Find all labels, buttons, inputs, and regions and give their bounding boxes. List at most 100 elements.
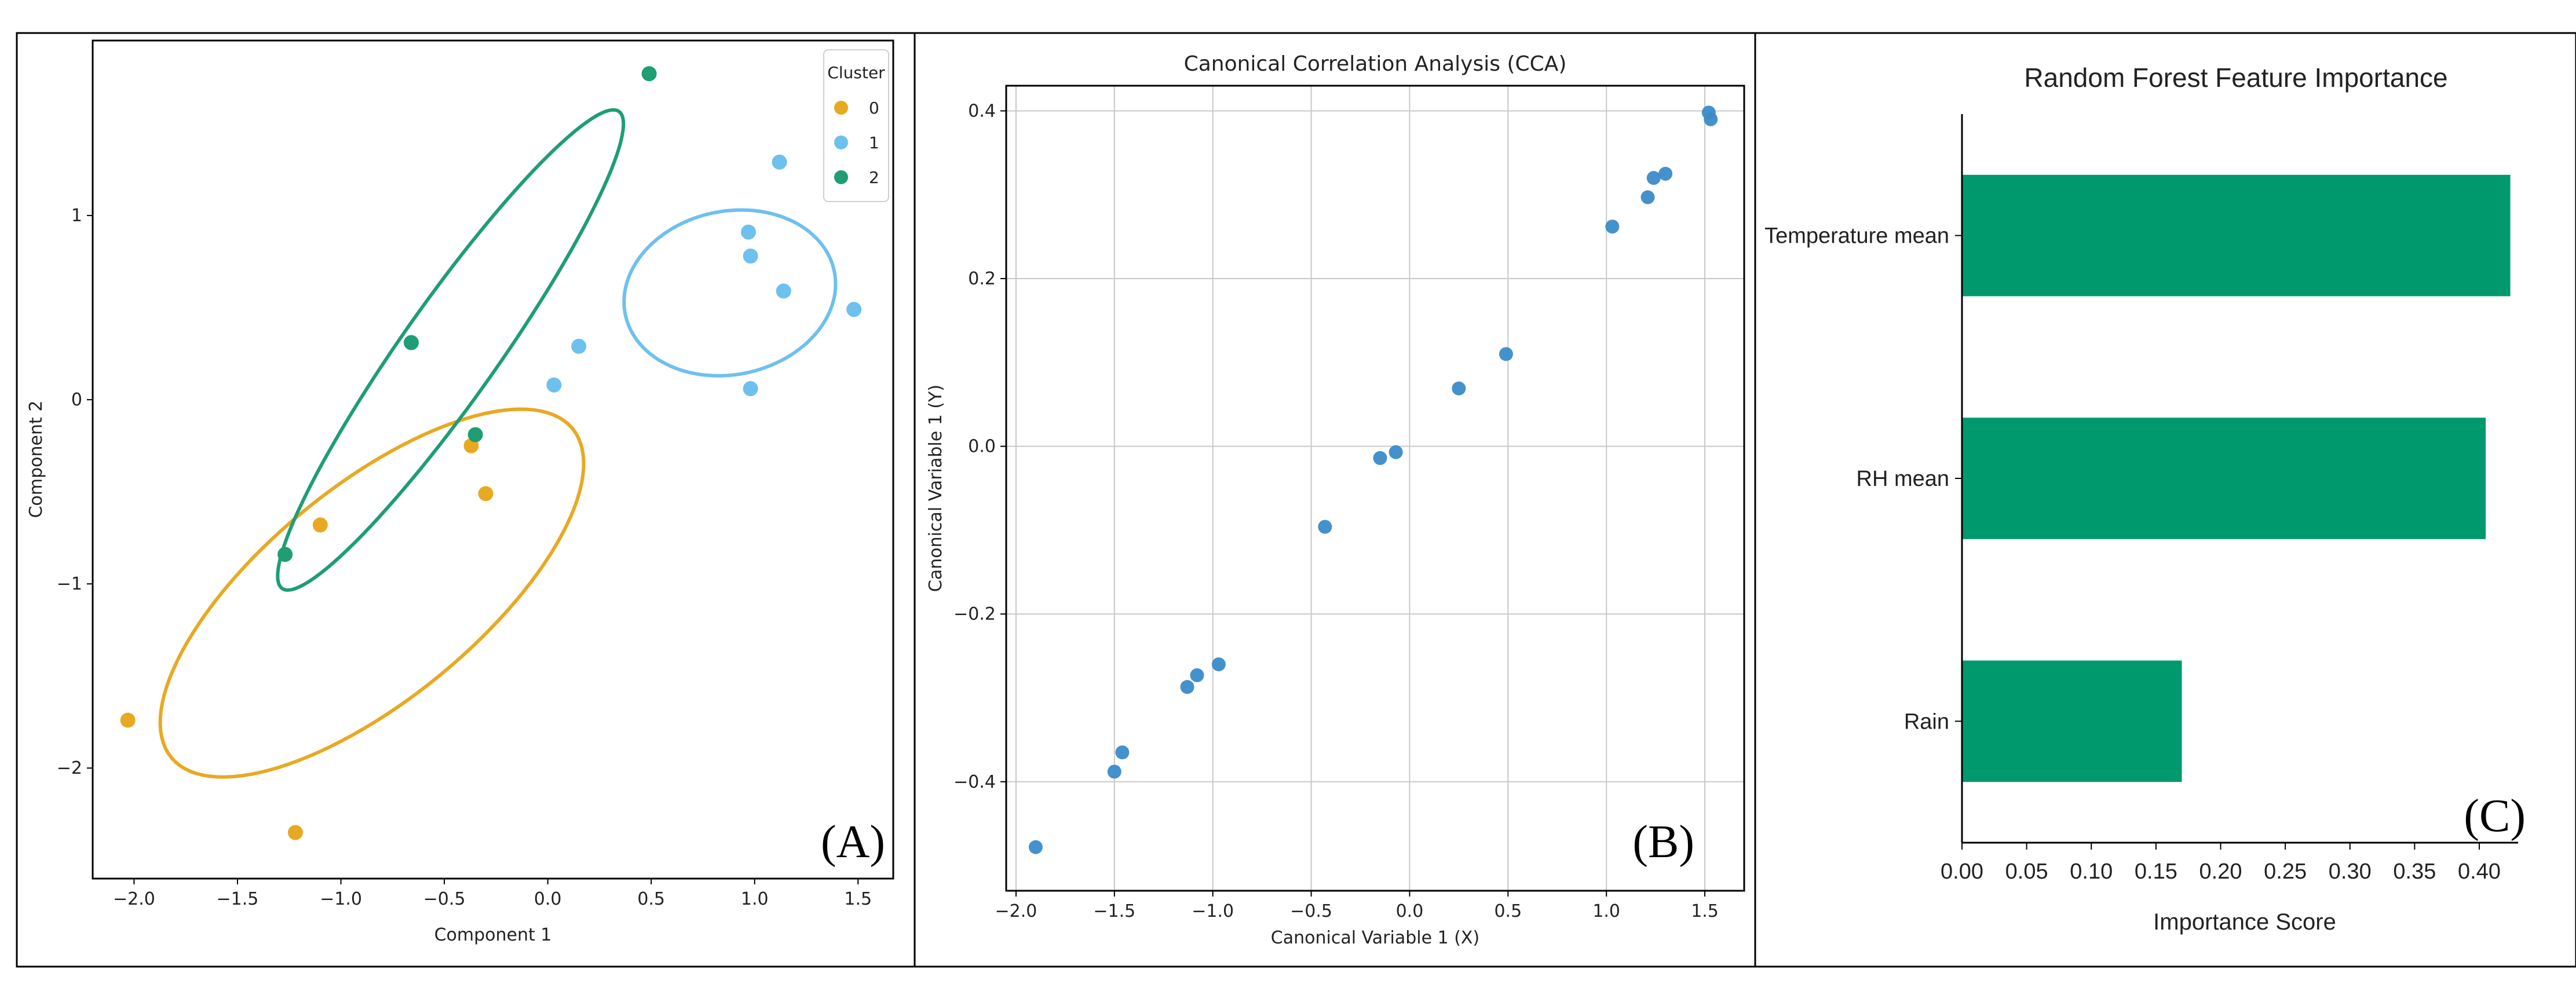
cluster-1-point	[741, 224, 757, 240]
legend-marker-0	[834, 101, 848, 115]
cca-point	[1373, 451, 1387, 465]
legend-label-0: 0	[869, 98, 879, 118]
y-tick-label: −0.4	[953, 772, 996, 792]
x-tick-label: 0.20	[2199, 859, 2242, 884]
cluster-0-ellipse	[158, 407, 586, 779]
panel-a-y-ticks: −2 −1 0 1	[57, 206, 93, 778]
cca-point	[1640, 190, 1655, 204]
cca-point	[1028, 840, 1043, 854]
x-tick-label: 0.40	[2458, 859, 2501, 884]
cca-point	[1107, 764, 1121, 779]
cluster-1-point	[743, 381, 758, 397]
panel-c-title: Random Forest Feature Importance	[2024, 63, 2447, 93]
cca-point	[1452, 381, 1466, 396]
x-tick-label: −0.5	[423, 889, 466, 909]
category-label: Rain	[1904, 709, 1949, 734]
legend-box	[823, 49, 889, 202]
legend-label-1: 1	[869, 133, 879, 152]
cluster-1-point	[546, 377, 562, 393]
cluster-1-point	[846, 302, 862, 317]
panel-a-points	[120, 66, 862, 840]
x-tick-label: 0.05	[2005, 859, 2048, 884]
x-tick-label: 0.35	[2393, 859, 2436, 884]
cluster-2-point	[641, 66, 657, 82]
legend-marker-1	[834, 136, 848, 149]
x-tick-label: 0.0	[1396, 901, 1424, 921]
cluster-0-point	[120, 712, 136, 728]
x-tick-label: −1.0	[1192, 901, 1234, 921]
x-tick-label: −2.0	[995, 901, 1037, 921]
y-tick-label: 0.2	[968, 269, 996, 289]
cca-point	[1658, 167, 1673, 181]
panel-a-x-ticks: −2.0 −1.5 −1.0 −0.5 0.0 0.5 1.0 1.5	[113, 879, 872, 909]
x-tick-label: 0.30	[2329, 859, 2372, 884]
cca-point	[1115, 745, 1130, 760]
panel-b-title: Canonical Correlation Analysis (CCA)	[1184, 52, 1567, 76]
panel-b-points	[1028, 105, 1718, 854]
panel-b-label: (B)	[1632, 817, 1694, 868]
panel-a-ylabel: Component 2	[26, 401, 46, 518]
cca-point	[1190, 668, 1204, 682]
y-tick-label: −0.2	[953, 604, 996, 624]
cluster-1-point	[772, 154, 787, 170]
cluster-2-ellipse	[276, 108, 626, 592]
bar-temperature-mean	[1962, 174, 2511, 297]
cluster-2-point	[403, 335, 419, 350]
x-tick-label: 0.0	[534, 889, 562, 909]
legend-label-2: 2	[869, 168, 879, 187]
cca-point	[1646, 171, 1661, 185]
cca-point	[1211, 657, 1226, 672]
panel-b-ylabel: Canonical Variable 1 (Y)	[926, 385, 946, 592]
y-tick-label: −1	[57, 574, 82, 594]
legend-title: Cluster	[827, 63, 885, 82]
panel-a-label: (A)	[821, 817, 885, 868]
legend-marker-2	[834, 170, 848, 184]
x-tick-label: −0.5	[1290, 901, 1332, 921]
panel-c-xlabel: Importance Score	[2153, 909, 2336, 935]
bar-rh-mean	[1962, 418, 2486, 539]
panel-b-x-ticks: −2.0 −1.5 −1.0 −0.5 0.0 0.5 1.0 1.5	[995, 891, 1719, 921]
y-tick-label: 0.4	[968, 101, 996, 121]
panel-b-cca: Canonical Correlation Analysis (CCA) −2.…	[926, 52, 1745, 948]
cluster-2-point	[467, 427, 483, 442]
panel-a-legend: Cluster 0 1 2	[823, 49, 889, 202]
x-tick-label: −2.0	[113, 889, 155, 909]
y-tick-label: 0	[71, 390, 82, 410]
x-tick-label: −1.5	[217, 889, 259, 909]
x-tick-label: 0.25	[2264, 859, 2307, 884]
cluster-2-point	[277, 547, 293, 562]
x-tick-label: 0.5	[637, 889, 665, 909]
panel-c-feature-importance: Random Forest Feature Importance Tempera…	[1764, 63, 2526, 935]
cluster-1-ellipse	[622, 208, 838, 378]
panel-c-bars	[1962, 174, 2511, 782]
cluster-0-point	[312, 517, 328, 533]
cluster-0-point	[478, 486, 494, 502]
cluster-1-point	[571, 338, 587, 354]
x-tick-label: −1.0	[320, 889, 362, 909]
cluster-0-point	[287, 825, 303, 840]
x-tick-label: 1.5	[1691, 901, 1719, 921]
y-tick-label: 0.0	[968, 437, 996, 457]
x-tick-label: 1.0	[741, 889, 769, 909]
bar-rain	[1962, 660, 2182, 782]
panel-a-axes-frame	[92, 39, 894, 880]
legend-entries: 0 1 2	[834, 98, 879, 187]
cca-point	[1499, 347, 1513, 361]
y-tick-label: 1	[71, 206, 82, 226]
panel-c-category-labels: Temperature mean RH mean Rain	[1764, 224, 1962, 734]
cca-point	[1180, 680, 1194, 694]
x-tick-label: 1.0	[1592, 901, 1620, 921]
x-tick-label: −1.5	[1093, 901, 1135, 921]
figure-frame	[16, 32, 2576, 968]
panel-a-xlabel: Component 1	[434, 925, 552, 945]
cca-point	[1389, 445, 1403, 459]
y-tick-label: −2	[57, 758, 82, 778]
x-tick-label: 0.10	[2070, 859, 2113, 884]
category-label: RH mean	[1857, 467, 1950, 491]
category-label: Temperature mean	[1764, 224, 1949, 248]
cca-point	[1605, 220, 1620, 234]
cca-point	[1704, 112, 1718, 126]
x-tick-label: 0.15	[2135, 859, 2177, 884]
cluster-1-point	[743, 248, 758, 264]
